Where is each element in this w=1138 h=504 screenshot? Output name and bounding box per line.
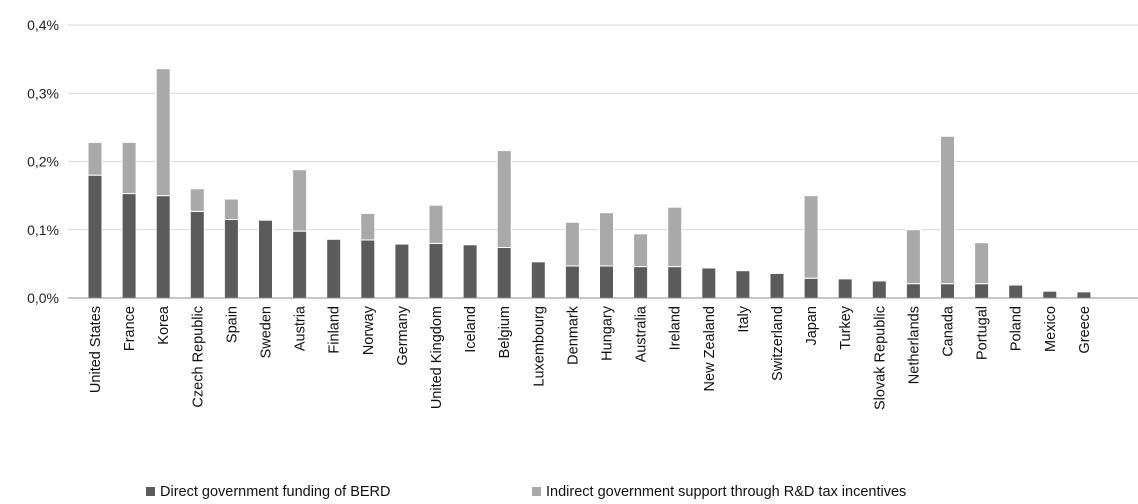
bar-direct <box>633 266 649 299</box>
bar-indirect <box>121 141 137 195</box>
y-tick-label: 0,4% <box>27 17 59 33</box>
bar-direct <box>292 230 308 299</box>
bar-direct <box>667 266 683 299</box>
bar-direct <box>258 219 273 299</box>
x-category-label: New Zealand <box>702 306 718 391</box>
x-category-label: France <box>122 306 138 351</box>
y-tick-label: 0,2% <box>27 154 59 170</box>
bar-direct <box>769 272 785 299</box>
bar-indirect <box>667 206 683 268</box>
bar-indirect <box>292 169 308 232</box>
stacked-bar-chart: 0,0% 0,1% 0,2% 0,3% 0,4% United States France… <box>27 17 1138 410</box>
x-category-label: United States <box>88 306 104 393</box>
bar-direct <box>189 210 205 299</box>
x-category-label: Spain <box>224 306 240 343</box>
x-category-label: Netherlands <box>906 306 922 384</box>
bar-indirect <box>360 212 376 241</box>
bar-direct <box>462 244 478 299</box>
bar-indirect <box>940 135 955 285</box>
x-category-label: Denmark <box>565 305 581 365</box>
x-category-label: Hungary <box>600 305 616 361</box>
bar-indirect <box>564 221 580 267</box>
bar-direct <box>223 219 239 299</box>
x-category-label: Iceland <box>463 306 479 353</box>
x-category-label: Switzerland <box>770 306 786 381</box>
bar-direct <box>530 261 546 299</box>
bar-indirect <box>974 242 990 285</box>
bar-direct <box>871 280 887 299</box>
x-category-label: Czech Republic <box>190 306 206 408</box>
legend-item-indirect: Indirect government support through R&D … <box>532 484 906 500</box>
bar-direct <box>121 193 137 299</box>
y-tick-label: 0,1% <box>27 222 59 238</box>
bar-direct <box>87 174 103 299</box>
y-tick-label: 0,3% <box>27 85 59 101</box>
x-category-label: Finland <box>327 306 343 354</box>
x-category-label: Turkey <box>838 305 854 350</box>
bar-direct <box>599 265 614 299</box>
x-category-label: Belgium <box>497 306 513 358</box>
x-category-label: Norway <box>361 305 377 355</box>
bar-indirect <box>599 212 614 267</box>
x-category-label: Korea <box>156 305 172 345</box>
x-category-label: Japan <box>804 306 820 346</box>
bar-direct <box>1008 284 1024 299</box>
x-category-label: Canada <box>941 305 957 357</box>
bars <box>87 68 1092 299</box>
legend-swatch-indirect <box>532 487 541 496</box>
bar-direct <box>701 267 717 299</box>
bar-indirect <box>633 233 649 268</box>
legend: Direct government funding of BERD Indire… <box>0 484 1138 504</box>
x-axis-category-labels: United States France Korea Czech Republic Sp… <box>88 305 1093 410</box>
bar-indirect <box>155 68 171 197</box>
bar-indirect <box>905 229 921 285</box>
bar-direct <box>326 238 342 299</box>
bar-indirect <box>496 150 512 248</box>
x-category-label: Mexico <box>1043 306 1059 352</box>
x-category-label: Italy <box>736 305 752 332</box>
legend-label-indirect: Indirect government support through R&D … <box>546 484 907 500</box>
x-category-label: United Kingdom <box>429 306 445 409</box>
x-category-label: Greece <box>1077 306 1093 354</box>
bar-direct <box>155 195 171 299</box>
x-category-label: Austria <box>293 305 309 351</box>
legend-item-direct: Direct government funding of BERD <box>146 484 391 500</box>
bar-indirect <box>87 141 103 176</box>
bar-direct <box>360 239 376 299</box>
bar-direct <box>394 243 410 299</box>
x-category-label: Australia <box>634 305 650 362</box>
bar-indirect <box>223 198 239 221</box>
bar-direct <box>974 283 990 299</box>
bar-direct <box>496 246 512 299</box>
x-category-label: Poland <box>1009 306 1025 351</box>
y-axis-tick-labels: 0,0% 0,1% 0,2% 0,3% 0,4% <box>27 17 59 306</box>
x-category-label: Portugal <box>975 306 991 360</box>
bar-direct <box>837 278 853 299</box>
legend-swatch-direct <box>146 487 155 496</box>
bar-direct <box>905 283 921 299</box>
bar-direct <box>735 270 751 299</box>
bar-direct <box>940 283 955 299</box>
x-category-label: Ireland <box>668 306 684 350</box>
bar-indirect <box>803 195 819 279</box>
bar-indirect <box>428 204 444 244</box>
bar-direct <box>803 277 819 299</box>
x-category-label: Luxembourg <box>531 306 547 387</box>
x-category-label: Sweden <box>259 306 275 358</box>
bar-direct <box>428 242 444 299</box>
legend-label-direct: Direct government funding of BERD <box>160 484 391 500</box>
bar-direct <box>1042 290 1058 299</box>
bar-indirect <box>189 188 205 212</box>
bar-direct <box>1076 291 1092 299</box>
y-tick-label: 0,0% <box>27 290 59 306</box>
x-category-label: Germany <box>395 305 411 365</box>
x-category-label: Slovak Republic <box>872 306 888 410</box>
bar-direct <box>564 265 580 299</box>
